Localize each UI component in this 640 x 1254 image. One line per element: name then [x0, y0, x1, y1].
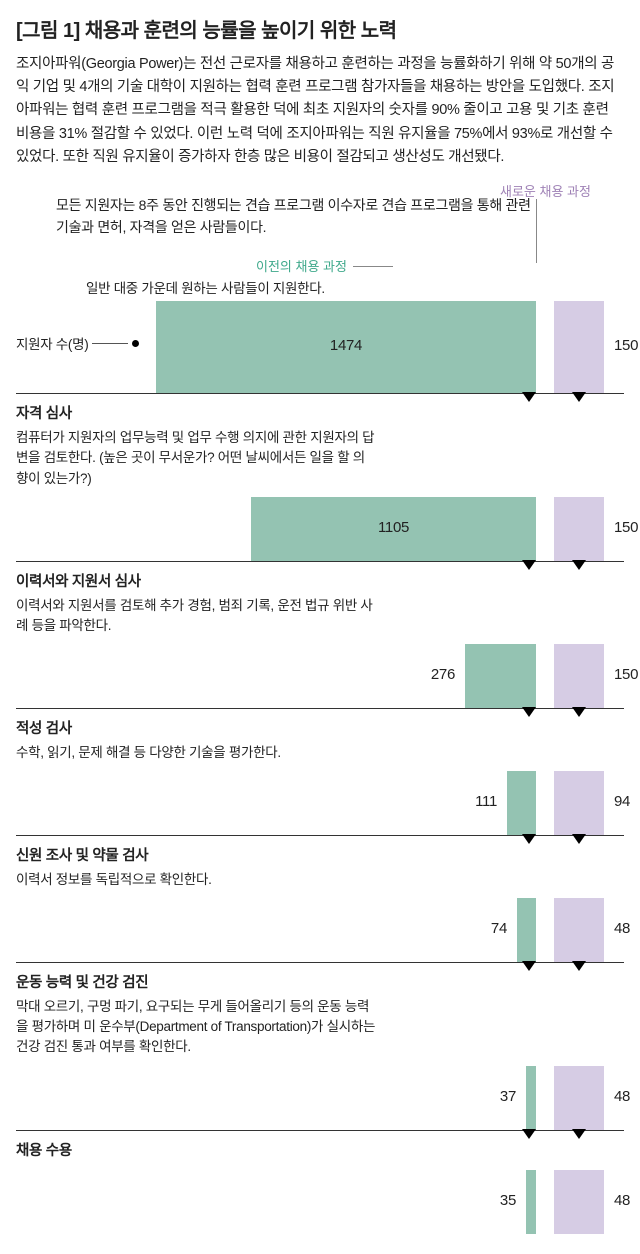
stage-desc-text: 막대 오르기, 구멍 파기, 요구되는 무게 들어올리기 등의 운동 능력을 평… — [16, 999, 375, 1055]
bar-old-value: 37 — [500, 1088, 526, 1105]
applicant-note: 모든 지원자는 8주 동안 진행되는 견습 프로그램 이수자로 견습 프로그램을… — [56, 195, 536, 238]
stage-bars: 111 94 — [16, 771, 624, 835]
legend-old-subnote: 일반 대중 가운데 원하는 사람들이 지원한다. — [86, 277, 624, 297]
bar-new-process: 48 — [554, 898, 604, 962]
arrow-down-icon — [522, 392, 536, 402]
bar-old-value: 111 — [475, 793, 507, 810]
bar-new-process: 150 — [554, 301, 604, 393]
stage-title: 이력서와 지원서 심사 — [16, 572, 376, 594]
legend-old-leader-line — [353, 266, 393, 267]
arrow-down-icon — [522, 961, 536, 971]
bar-new-value: 150 — [604, 519, 638, 536]
arrow-down-icon — [572, 392, 586, 402]
bar-old-value: 35 — [500, 1192, 526, 1209]
stage-title: 자격 심사 — [16, 404, 376, 426]
funnel-chart: 새로운 채용 과정 모든 지원자는 8주 동안 진행되는 견습 프로그램 이수자… — [16, 195, 624, 1234]
stage-title: 신원 조사 및 약물 검사 — [16, 846, 376, 868]
bar-new-process: 48 — [554, 1170, 604, 1234]
bar-new-value: 48 — [604, 1088, 630, 1105]
axis-label-text: 지원자 수(명) — [16, 333, 88, 353]
figure-title: [그림 1] 채용과 훈련의 능률을 높이기 위한 노력 — [16, 14, 624, 43]
stage-bars: 74 48 — [16, 898, 624, 962]
funnel-row: 신원 조사 및 약물 검사이력서 정보를 독립적으로 확인한다. 74 48 — [16, 835, 624, 962]
legend-old-process: 이전의 채용 과정 — [256, 256, 624, 275]
bar-new-process: 150 — [554, 644, 604, 708]
funnel-arrows — [466, 835, 606, 847]
bar-old-process: 74 — [517, 898, 536, 962]
stage-description: 채용 수용 — [16, 1141, 376, 1163]
arrow-down-icon — [522, 834, 536, 844]
axis-leader-line — [92, 343, 128, 344]
funnel-row: 자격 심사컴퓨터가 지원자의 업무능력 및 업무 수행 의지에 관한 지원자의 … — [16, 393, 624, 561]
funnel-row: 이력서와 지원서 심사이력서와 지원서를 검토해 추가 경험, 범죄 기록, 운… — [16, 561, 624, 708]
legend-old-label: 이전의 채용 과정 — [256, 256, 347, 275]
bar-old-value: 74 — [491, 920, 517, 937]
bar-new-process: 150 — [554, 497, 604, 561]
bar-old-process: 276 — [465, 644, 536, 708]
arrow-down-icon — [572, 560, 586, 570]
bar-old-process: 37 — [526, 1066, 536, 1130]
bar-new-value: 48 — [604, 1192, 630, 1209]
stage-title: 적성 검사 — [16, 719, 376, 741]
funnel-row: 채용 수용 35 48 — [16, 1130, 624, 1235]
funnel-row: 적성 검사수학, 읽기, 문제 해결 등 다양한 기술을 평가한다. 111 94 — [16, 708, 624, 835]
funnel-arrows — [466, 1130, 606, 1142]
funnel-stages: 지원자 수(명) 1474 150 자격 심사컴퓨터가 지원자의 업무능력 및 업무 … — [16, 301, 624, 1234]
stage-description: 운동 능력 및 건강 검진막대 오르기, 구멍 파기, 요구되는 무게 들어올리… — [16, 973, 376, 1058]
funnel-arrows — [466, 561, 606, 573]
arrow-down-icon — [522, 707, 536, 717]
stage-bars: 35 48 — [16, 1170, 624, 1234]
arrow-down-icon — [572, 1129, 586, 1139]
bar-new-value: 94 — [604, 793, 630, 810]
stage-bars: 1105 150 — [16, 497, 624, 561]
legend-new-process: 새로운 채용 과정 — [500, 181, 610, 200]
stage-description: 적성 검사수학, 읽기, 문제 해결 등 다양한 기술을 평가한다. — [16, 719, 376, 763]
stage-description: 이력서와 지원서 심사이력서와 지원서를 검토해 추가 경험, 범죄 기록, 운… — [16, 572, 376, 636]
funnel-arrows — [466, 962, 606, 974]
bar-new-process: 48 — [554, 1066, 604, 1130]
bar-new-value: 150 — [604, 337, 638, 354]
stage-bars: 37 48 — [16, 1066, 624, 1130]
stage-bars: 지원자 수(명) 1474 150 — [16, 301, 624, 393]
stage-description: 신원 조사 및 약물 검사이력서 정보를 독립적으로 확인한다. — [16, 846, 376, 890]
arrow-down-icon — [522, 560, 536, 570]
bar-old-process: 1474 — [156, 301, 536, 393]
legend-new-label: 새로운 채용 과정 — [500, 184, 591, 199]
stage-description: 자격 심사컴퓨터가 지원자의 업무능력 및 업무 수행 의지에 관한 지원자의 … — [16, 404, 376, 489]
stage-title: 채용 수용 — [16, 1141, 376, 1163]
axis-leader-dot — [132, 340, 139, 347]
arrow-down-icon — [522, 1129, 536, 1139]
bar-new-process: 94 — [554, 771, 604, 835]
funnel-arrows — [466, 708, 606, 720]
arrow-down-icon — [572, 707, 586, 717]
bar-old-value: 1474 — [330, 337, 362, 354]
bar-old-process: 1105 — [251, 497, 536, 561]
legend-new-leader-line — [536, 199, 537, 263]
stage-desc-text: 수학, 읽기, 문제 해결 등 다양한 기술을 평가한다. — [16, 745, 281, 760]
stage-desc-text: 이력서 정보를 독립적으로 확인한다. — [16, 872, 212, 887]
funnel-row: 운동 능력 및 건강 검진막대 오르기, 구멍 파기, 요구되는 무게 들어올리… — [16, 962, 624, 1130]
stage-desc-text: 컴퓨터가 지원자의 업무능력 및 업무 수행 의지에 관한 지원자의 답변을 검… — [16, 430, 374, 486]
intro-paragraph: 조지아파워(Georgia Power)는 전선 근로자를 채용하고 훈련하는 … — [16, 53, 624, 169]
bar-old-process: 35 — [526, 1170, 536, 1234]
axis-label: 지원자 수(명) — [16, 333, 139, 353]
stage-bars: 276 150 — [16, 644, 624, 708]
bar-old-value: 276 — [431, 666, 465, 683]
arrow-down-icon — [572, 834, 586, 844]
bar-old-process: 111 — [507, 771, 536, 835]
bar-new-value: 48 — [604, 920, 630, 937]
funnel-arrows — [466, 393, 606, 405]
stage-desc-text: 이력서와 지원서를 검토해 추가 경험, 범죄 기록, 운전 법규 위반 사례 … — [16, 598, 373, 633]
funnel-row: 지원자 수(명) 1474 150 — [16, 301, 624, 393]
bar-old-value: 1105 — [378, 519, 409, 536]
arrow-down-icon — [572, 961, 586, 971]
bar-new-value: 150 — [604, 666, 638, 683]
stage-title: 운동 능력 및 건강 검진 — [16, 973, 376, 995]
